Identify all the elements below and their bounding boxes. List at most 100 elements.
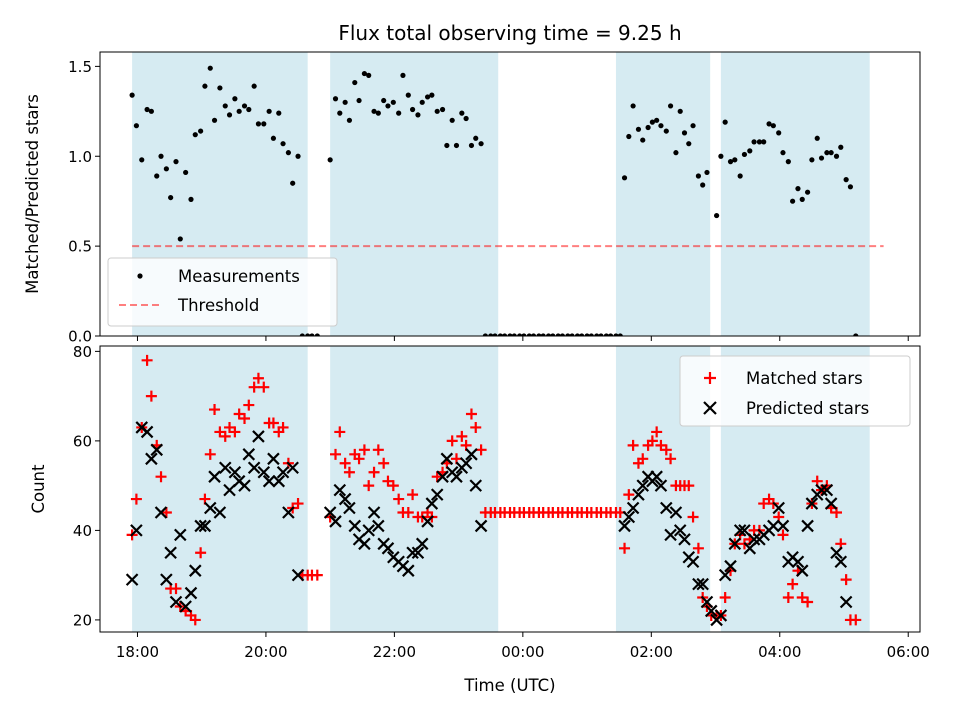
- measurement-point: [511, 333, 517, 336]
- predicted-star-marker: [747, 533, 761, 546]
- predicted-star-marker: [622, 510, 636, 524]
- predicted-star-marker: [140, 425, 154, 439]
- measurement-point: [540, 333, 546, 336]
- measurement-point: [559, 333, 566, 336]
- measurement-point: [555, 333, 561, 336]
- predicted-star-marker: [203, 501, 217, 515]
- measurement-point: [295, 153, 301, 159]
- x-tick-label: 04:00: [758, 643, 801, 661]
- predicted-star-marker: [338, 492, 352, 506]
- measurement-point: [588, 333, 594, 336]
- x-tick-label: 00:00: [501, 643, 544, 661]
- predicted-star-marker: [678, 533, 691, 546]
- matched-star-marker: [407, 489, 419, 501]
- measurement-point: [741, 151, 748, 158]
- predicted-star-marker: [650, 470, 663, 483]
- measurement-point: [795, 186, 801, 192]
- predicted-star-marker: [372, 519, 385, 533]
- measurement-point: [714, 212, 720, 219]
- matched-star-marker: [353, 453, 365, 465]
- measurement-point: [667, 103, 674, 109]
- measurement-point: [459, 110, 465, 116]
- matched-legend-marker: [704, 372, 716, 384]
- y-tick-label: 40: [73, 522, 92, 540]
- measurement-point: [261, 121, 267, 127]
- predicted-star-marker: [184, 586, 198, 600]
- measurement-point: [550, 333, 556, 336]
- measurement-point: [704, 169, 710, 176]
- matched-star-marker: [160, 506, 172, 518]
- predicted-star-marker: [801, 519, 814, 533]
- measurement-point: [371, 108, 377, 114]
- measurement-point: [565, 333, 571, 336]
- measurement-point: [488, 333, 494, 336]
- predicted-star-marker: [343, 501, 356, 515]
- measurement-point: [309, 333, 315, 336]
- predicted-star-marker: [272, 474, 286, 488]
- measurement-point: [517, 333, 523, 336]
- observing-window: [720, 52, 870, 336]
- predicted-star-marker: [198, 519, 212, 533]
- measurement-point: [266, 108, 272, 114]
- measurement-point: [799, 196, 805, 202]
- x-tick-label: 20:00: [244, 643, 287, 661]
- measurement-point: [482, 333, 488, 336]
- measurement-point: [453, 142, 460, 149]
- measurement-point: [473, 135, 479, 141]
- matched-star-marker: [311, 569, 323, 581]
- matched-star-marker: [130, 493, 142, 505]
- predicted-star-marker: [664, 528, 677, 542]
- predicted-star-marker: [839, 595, 853, 609]
- matched-star-marker: [339, 457, 351, 469]
- predicted-star-marker: [660, 501, 673, 515]
- measurement-point: [202, 83, 208, 89]
- measurement-point: [429, 92, 435, 98]
- predicted-star-marker: [329, 515, 342, 528]
- observing-window: [132, 346, 308, 632]
- measurement-point: [463, 115, 469, 122]
- y-tick-label: 60: [73, 432, 92, 450]
- predicted-star-marker: [267, 452, 280, 466]
- predicted-star-marker: [228, 465, 242, 479]
- predicted-star-marker: [636, 479, 650, 492]
- measurement-point: [536, 333, 542, 336]
- matched-star-marker: [372, 444, 384, 456]
- matched-star-marker: [378, 457, 390, 469]
- measurement-point: [761, 139, 767, 145]
- measurement-point: [415, 112, 421, 118]
- measurement-point: [598, 333, 604, 336]
- measurement-legend-label: Measurements: [178, 267, 300, 286]
- matched-star-marker: [393, 493, 405, 505]
- predicted-star-marker: [218, 461, 232, 475]
- measurement-point: [649, 119, 655, 125]
- predicted-star-marker: [834, 555, 848, 569]
- measurement-point: [409, 106, 416, 113]
- predicted-star-marker: [276, 465, 290, 479]
- predicted-star-marker: [815, 483, 828, 497]
- measurement-point: [449, 117, 455, 123]
- predicted-star-marker: [465, 448, 478, 461]
- measurement-point: [780, 150, 786, 156]
- ratio-legend: Measurements Threshold: [107, 257, 338, 327]
- predicted-star-marker: [673, 524, 687, 537]
- matched-star-marker: [402, 506, 414, 518]
- measurement-point: [594, 333, 600, 336]
- measurement-point: [766, 121, 772, 127]
- count-legend: Matched stars Predicted stars: [679, 355, 911, 427]
- measurement-point: [663, 128, 669, 134]
- measurement-point: [168, 194, 174, 201]
- predicted-star-marker: [160, 573, 173, 586]
- predicted-star-marker: [421, 515, 434, 528]
- predicted-star-marker: [223, 483, 236, 497]
- measurement-point: [439, 106, 446, 113]
- predicted-star-marker: [805, 497, 819, 510]
- matched-star-marker: [141, 354, 153, 366]
- measurement-point: [700, 182, 706, 188]
- measurement-point: [424, 94, 431, 100]
- measurement-point: [545, 333, 552, 336]
- matched-star-marker: [777, 529, 789, 541]
- measurement-point: [173, 159, 179, 165]
- measurement-point: [785, 159, 791, 165]
- predicted-star-marker: [358, 537, 371, 551]
